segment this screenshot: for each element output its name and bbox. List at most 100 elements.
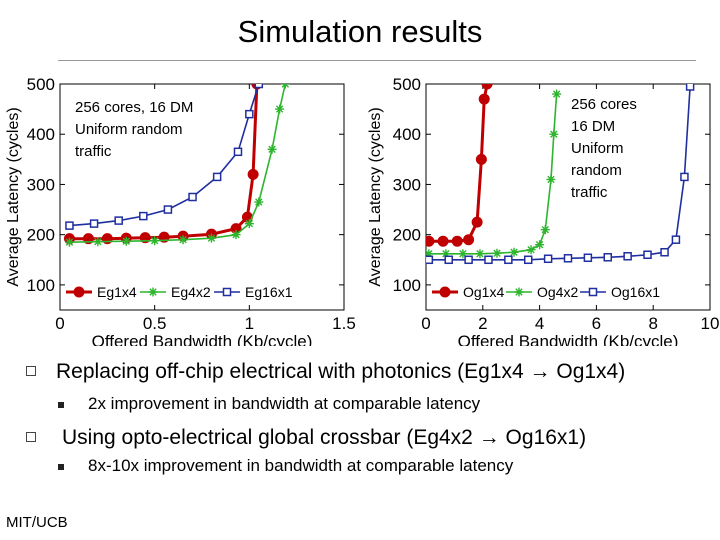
chart-annotation: traffic [75, 143, 112, 160]
slide-title: Simulation results [237, 14, 483, 49]
sub-bullet-icon [58, 402, 64, 408]
x-tick-label: 4 [535, 314, 544, 333]
legend-label-Og4x2: Og4x2 [537, 284, 578, 300]
sub-bullet-icon [58, 464, 64, 470]
data-point-Og4x2 [546, 174, 556, 184]
data-point-Eg16x1 [114, 216, 123, 225]
data-point-Og1x4 [471, 216, 483, 228]
chart-annotation: random [571, 162, 622, 179]
data-point-Og4x2 [492, 248, 502, 258]
title-divider [58, 60, 696, 61]
data-point-Og16x1 [444, 255, 453, 265]
series-group [63, 84, 290, 247]
series-line-Og16x1 [428, 86, 691, 261]
data-point-Og4x2 [549, 129, 559, 139]
data-point-Eg4x2 [231, 230, 241, 240]
data-point-Og16x1 [543, 254, 553, 264]
y-tick-label: 300 [393, 175, 421, 194]
x-tick-label: 0.5 [143, 314, 167, 333]
data-point-Og1x4 [426, 235, 435, 247]
data-point-Eg16x1 [163, 205, 173, 214]
x-tick-label: 8 [648, 314, 657, 333]
bullet-square-icon [26, 432, 36, 442]
bullet-crossbar: Using opto-electrical global crossbar (E… [62, 426, 587, 449]
series-line-Eg4x2 [69, 84, 287, 243]
data-point-Eg16x1 [139, 211, 148, 221]
data-point-Eg4x2 [64, 237, 74, 247]
sub-bullet-crossbar: 8x-10x improvement in bandwidth at compa… [88, 456, 514, 475]
x-tick-label: 2 [478, 314, 487, 333]
data-point-Eg16x1 [254, 84, 264, 89]
data-point-Og16x1 [660, 247, 669, 257]
chart-og-latency: 100 200 300 400 500 0 2 4 6 8 10 Offered Bandwidth … [367, 75, 720, 346]
data-point-Eg16x1 [65, 221, 74, 230]
data-point-Og16x1 [504, 255, 513, 265]
legend-marker-Eg16x1 [222, 287, 232, 297]
y-tick-label: 200 [393, 226, 421, 245]
data-point-Og16x1 [603, 253, 613, 262]
x-axis-label: Offered Bandwidth (Kb/cycle) [92, 332, 313, 346]
chart-eg-latency: 100 200 300 400 500 0 0.5 1 1.5 Offered Bandwidth… [5, 75, 356, 346]
data-point-Og16x1 [680, 172, 689, 182]
data-point-Og16x1 [623, 252, 632, 261]
data-point-Og4x2 [426, 249, 434, 259]
x-axis-label: Offered Bandwidth (Kb/cycle) [458, 332, 679, 346]
chart-annotation: Uniform [571, 140, 624, 157]
plot-frame [425, 83, 711, 311]
data-point-Og4x2 [540, 225, 550, 235]
legend-label-Og16x1: Og16x1 [611, 284, 660, 300]
legend-marker-Og4x2 [514, 287, 524, 297]
bullet-square-icon [26, 366, 36, 376]
legend-label-Eg16x1: Eg16x1 [245, 284, 293, 300]
data-point-Og16x1 [464, 255, 473, 265]
sub-bullet-photonics: 2x improvement in bandwidth at comparabl… [88, 394, 481, 413]
x-tick-label: 1 [245, 314, 254, 333]
y-axis-label: Average Latency (cycles) [5, 107, 22, 286]
data-point-Eg4x2 [150, 236, 160, 246]
series-group [426, 84, 695, 265]
x-tick-label: 6 [592, 314, 601, 333]
data-point-Eg4x2 [206, 233, 216, 243]
data-point-Og4x2 [458, 249, 468, 259]
y-axis-label: Average Latency (cycles) [367, 107, 384, 286]
data-point-Eg16x1 [188, 192, 197, 202]
data-point-Og4x2 [526, 245, 536, 255]
data-point-Og1x4 [451, 235, 463, 247]
footer-label: MIT/UCB [6, 514, 68, 531]
data-point-Og4x2 [535, 240, 545, 250]
data-point-Og4x2 [552, 89, 562, 99]
data-point-Og1x4 [481, 84, 493, 90]
data-point-Og1x4 [437, 235, 449, 247]
data-point-Eg4x2 [178, 235, 188, 245]
data-point-Og4x2 [475, 249, 485, 259]
chart-annotation: 16 DM [571, 118, 615, 135]
y-tick-label: 200 [27, 226, 55, 245]
legend-marker-Og16x1 [588, 287, 598, 297]
data-point-Eg1x4 [247, 168, 259, 180]
data-point-Og16x1 [671, 235, 681, 244]
legend-marker-Eg4x2 [148, 287, 158, 297]
y-tick-label: 400 [393, 125, 421, 144]
data-point-Og4x2 [509, 247, 519, 257]
y-tick-label: 500 [393, 75, 421, 94]
data-point-Og16x1 [583, 253, 593, 263]
x-tick-label: 10 [701, 314, 720, 333]
x-tick-label: 0 [421, 314, 430, 333]
data-point-Og16x1 [523, 255, 533, 265]
data-point-Og1x4 [463, 234, 475, 246]
y-tick-label: 500 [27, 75, 55, 94]
chart-annotation: 256 cores, 16 DM [75, 99, 193, 116]
plot-frame [59, 83, 345, 311]
legend-label-Eg4x2: Eg4x2 [171, 284, 211, 300]
data-point-Og16x1 [643, 250, 652, 260]
data-point-Eg4x2 [93, 237, 103, 247]
y-tick-label: 300 [27, 175, 55, 194]
chart-annotation: 256 cores [571, 96, 637, 113]
series-line-Eg16x1 [69, 84, 260, 227]
data-point-Og16x1 [426, 255, 434, 265]
data-point-Og1x4 [478, 93, 490, 105]
data-point-Eg16x1 [245, 109, 254, 119]
y-tick-label: 100 [27, 276, 55, 295]
data-point-Eg4x2 [244, 219, 254, 229]
y-tick-label: 400 [27, 125, 55, 144]
